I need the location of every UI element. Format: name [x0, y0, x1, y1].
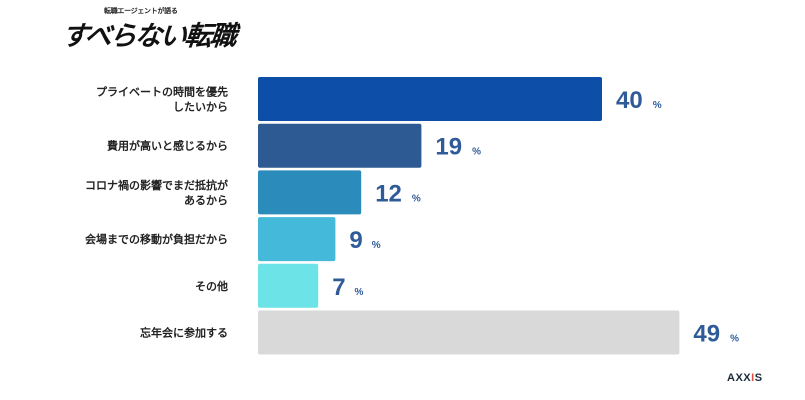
category-label-line: プライベートの時間を優先 — [96, 85, 228, 99]
value-number: 49 — [693, 321, 720, 348]
value-unit: % — [412, 193, 421, 204]
value-unit: % — [472, 147, 481, 158]
logo-tagline: 転職エージェントが語る — [104, 7, 178, 15]
value-number: 19 — [435, 134, 462, 161]
category-label-line: あるから — [184, 194, 228, 207]
brand-logo: AXXIS — [727, 372, 763, 384]
value-unit: % — [653, 100, 662, 111]
logo: 転職エージェントが語る すべらない転職 — [60, 6, 236, 52]
category-label-line: 会場までの移動が負担だから — [85, 232, 228, 246]
bar-2 — [258, 170, 362, 215]
value-unit: % — [372, 240, 381, 251]
category-label-1: 費用が高いと感じるから — [106, 139, 228, 153]
category-label-line: 費用が高いと感じるから — [106, 139, 228, 153]
value-unit: % — [730, 334, 739, 345]
value-label-2: 12% — [375, 180, 421, 207]
value-number: 40 — [616, 87, 643, 114]
brand-text-post: S — [754, 372, 763, 384]
brand-text-pre: AXX — [727, 372, 752, 384]
category-label-4: その他 — [195, 279, 228, 293]
value-label-5: 49% — [693, 321, 739, 348]
bar-5 — [258, 310, 680, 355]
value-label-1: 19% — [435, 134, 481, 161]
value-number: 7 — [332, 274, 345, 301]
value-label-0: 40% — [616, 87, 662, 114]
category-label-line: したいから — [173, 101, 228, 114]
bar-0 — [258, 77, 602, 121]
value-label-4: 7% — [332, 274, 363, 301]
value-label-3: 9% — [349, 227, 380, 254]
category-label-3: 会場までの移動が負担だから — [85, 232, 228, 246]
category-label-line: その他 — [195, 279, 228, 293]
value-number: 12 — [375, 180, 402, 207]
brand-text-accent: I — [751, 372, 755, 384]
category-label-5: 忘年会に参加する — [140, 326, 228, 340]
category-label-line: コロナ禍の影響でまだ抵抗が — [85, 178, 228, 192]
bar-4 — [258, 263, 319, 308]
bar-3 — [258, 217, 336, 262]
category-label-line: 忘年会に参加する — [140, 326, 228, 340]
value-number: 9 — [349, 227, 362, 254]
value-unit: % — [355, 287, 364, 298]
category-label-0: プライベートの時間を優先したいから — [96, 85, 228, 114]
category-label-2: コロナ禍の影響でまだ抵抗があるから — [85, 178, 228, 207]
bar-1 — [258, 123, 422, 168]
